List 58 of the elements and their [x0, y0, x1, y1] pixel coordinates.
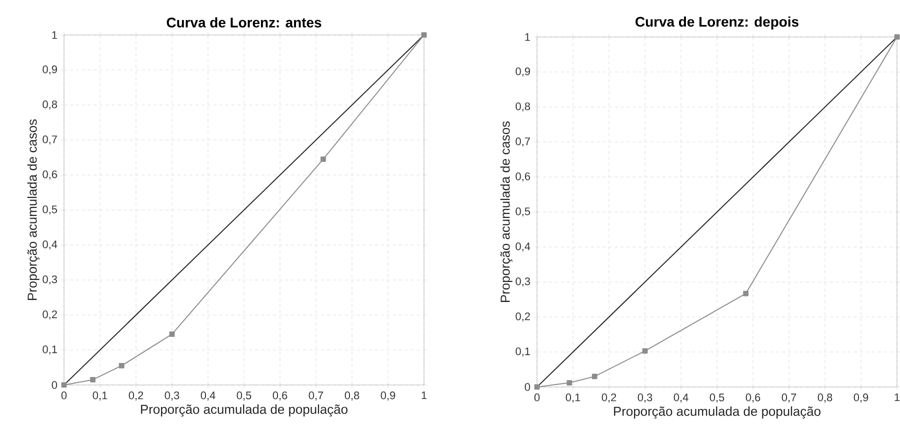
y-tick-label: 0,6: [516, 172, 530, 182]
y-tick-label: 0,5: [516, 207, 530, 217]
y-tick-label: 0,4: [516, 242, 530, 252]
y-tick-label: 0,7: [42, 135, 57, 145]
x-tick-label: 0: [534, 394, 540, 402]
x-tick-label: 0,4: [200, 392, 216, 401]
y-tick-label: 0,4: [42, 240, 58, 250]
point: [320, 156, 326, 162]
x-axis-title: Proporção acumulada de população: [614, 406, 820, 419]
x-tick-label: 0,7: [308, 392, 324, 401]
x-tick-label: 0,2: [128, 392, 144, 401]
y-tick-label: 0,9: [516, 67, 530, 77]
point: [592, 374, 598, 380]
x-tick-label: 0,9: [380, 392, 396, 401]
x-tick-label: 0,6: [746, 394, 760, 403]
y-axis-title: Proporção acumulada de casos: [27, 119, 40, 300]
x-tick-label: 0: [61, 392, 67, 400]
point: [169, 332, 175, 337]
y-tick-label: 0,9: [42, 65, 57, 75]
y-tick-label: 1: [52, 31, 57, 39]
point: [566, 380, 572, 386]
y-tick-label: 0: [524, 383, 530, 391]
y-tick-label: 0,6: [42, 170, 58, 180]
y-tick-label: 0,8: [42, 100, 58, 110]
y-axis-title: Proporção acumulada de casos: [500, 121, 512, 302]
y-tick-label: 0,2: [516, 312, 530, 322]
x-tick-label: 0,1: [566, 394, 580, 403]
x-tick-label: 0,8: [344, 392, 360, 401]
point: [743, 290, 748, 296]
y-tick-label: 0,2: [42, 310, 57, 320]
x-tick-label: 0,6: [272, 392, 288, 401]
x-tick-label: 0,7: [782, 394, 796, 403]
x-tick-label: 0,3: [164, 392, 180, 401]
x-axis-title: Proporção acumulada de população: [141, 404, 348, 417]
x-tick-label: 1: [422, 392, 427, 400]
y-tick-label: 0,1: [516, 347, 530, 357]
y-tick-label: 0,3: [516, 277, 530, 287]
y-tick-label: 0: [52, 381, 58, 389]
y-tick-label: 1: [525, 33, 530, 41]
y-tick-label: 0,1: [42, 345, 57, 355]
y-tick-label: 0,3: [42, 275, 58, 285]
point: [90, 377, 96, 382]
point: [118, 363, 124, 368]
x-tick-label: 0,9: [854, 394, 868, 403]
chart-title: Curva de Lorenz: depois: [636, 16, 798, 30]
x-tick-label: 0,2: [602, 394, 616, 403]
x-tick-label: 0,5: [236, 392, 252, 401]
x-tick-label: 0,1: [92, 392, 108, 401]
point: [642, 348, 648, 354]
chart-title: Curva de Lorenz: antes: [166, 17, 322, 28]
x-tick-label: 0,3: [638, 394, 652, 403]
x-tick-label: 0,8: [818, 394, 832, 403]
y-tick-label: 0,5: [42, 205, 58, 215]
y-tick-label: 0,7: [516, 137, 530, 147]
y-tick-label: 0,8: [516, 102, 530, 112]
x-tick-label: 0,5: [710, 394, 724, 403]
x-tick-label: 0,4: [674, 394, 688, 403]
x-tick-label: 1: [894, 394, 900, 402]
